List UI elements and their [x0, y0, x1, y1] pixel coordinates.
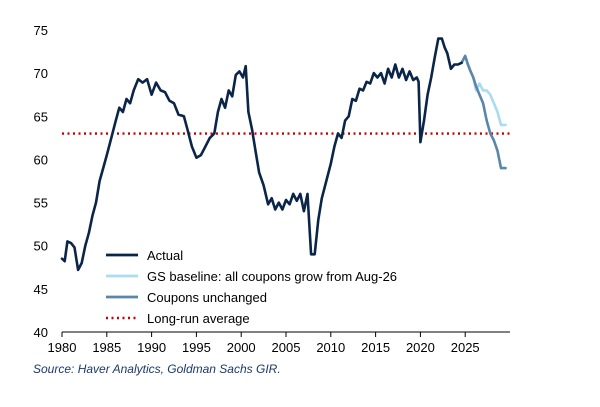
y-tick-label: 60 — [34, 152, 48, 167]
axes: 40 45 50 55 60 65 70 75 1980 1985 1990 1995 2000 2005… — [34, 23, 510, 355]
source-note: Source: Haver Analytics, Goldman Sachs G… — [33, 362, 281, 376]
series-line-actual — [60, 37, 463, 272]
x-tick-label: 2005 — [272, 340, 301, 355]
legend-label: Actual — [147, 248, 183, 263]
legend: Actual GS baseline: all coupons grow from… — [106, 248, 397, 326]
y-tick-label: 45 — [34, 282, 48, 297]
x-tick-label: 2010 — [316, 340, 345, 355]
y-tick-label: 50 — [34, 239, 48, 254]
x-tick-label: 2000 — [227, 340, 256, 355]
legend-label: Coupons unchanged — [147, 290, 267, 305]
y-tick-label: 65 — [34, 109, 48, 124]
y-tick-label: 75 — [34, 23, 48, 38]
y-tick-label: 70 — [34, 66, 48, 81]
x-tick-label: 1990 — [137, 340, 166, 355]
series-layer — [60, 37, 507, 272]
series-line-coupons-unchanged — [460, 54, 507, 170]
legend-label: Long-run average — [147, 311, 250, 326]
x-tick-label: 2020 — [406, 340, 435, 355]
x-tick-label: 1985 — [92, 340, 121, 355]
x-tick-label: 2015 — [361, 340, 390, 355]
x-tick-label: 1980 — [48, 340, 77, 355]
legend-label: GS baseline: all coupons grow from Aug-2… — [147, 269, 397, 284]
x-tick-label: 1995 — [182, 340, 211, 355]
y-tick-label: 55 — [34, 196, 48, 211]
y-tick-label: 40 — [34, 325, 48, 340]
x-tick-label: 2025 — [451, 340, 480, 355]
